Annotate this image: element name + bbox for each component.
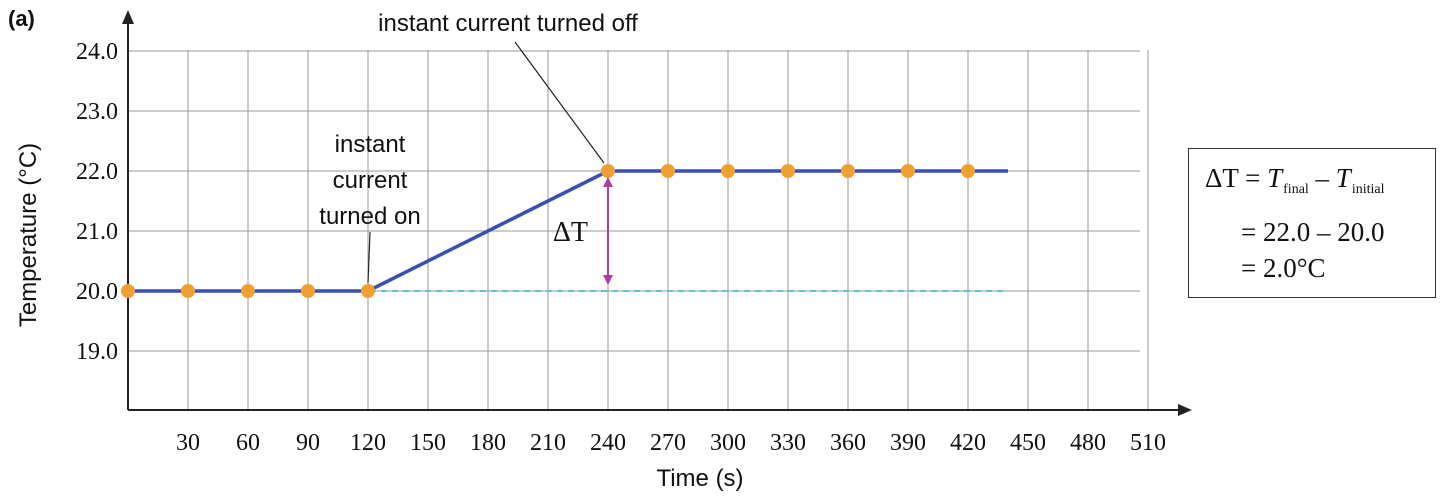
data-point [361,284,375,298]
data-point [901,164,915,178]
data-point [721,164,735,178]
y-axis-label: Temperature (°C) [15,143,42,327]
data-point [121,284,135,298]
data-point [601,164,615,178]
annotation-current-off-text: instant current turned off [378,10,638,37]
x-tick-label: 330 [770,430,806,456]
data-point [961,164,975,178]
delta-arrowhead-down [603,275,613,285]
y-tick-label: 21.0 [76,219,118,245]
x-tick-label: 180 [470,430,506,456]
x-tick-label: 360 [830,430,866,456]
x-tick-label: 210 [530,430,566,456]
formula-minus: – [1308,163,1336,193]
grid [128,50,1149,410]
x-axis-arrowhead [1178,404,1192,416]
data-point [781,164,795,178]
annotation-current-on-text: instant [335,131,406,158]
delta-arrowhead-up [603,177,613,187]
annotation-current-off-leader [514,41,605,164]
annotation-current-on-text: turned on [319,203,420,230]
axes: 30 60 90 120 150 180 210 240 270 300 330 360 390 420 4… [76,10,1192,456]
x-tick-label: 60 [236,430,260,456]
y-tick-label: 20.0 [76,279,118,305]
x-tick-label: 450 [1010,430,1046,456]
y-axis-arrowhead [122,10,134,24]
x-tick-label: 30 [176,430,200,456]
delta-t-arrow: ΔT [553,177,613,285]
series [121,164,1008,298]
x-tick-label: 150 [410,430,446,456]
formula-t-final: T [1267,163,1283,193]
formula-line-2: = 22.0 – 20.0 [1241,217,1385,247]
annotation-current-on-leader [367,231,371,284]
y-tick-label: 24.0 [76,39,118,65]
formula-line-1: ΔT = Tfinal – Tinitial [1205,163,1385,197]
x-tick-label: 420 [950,430,986,456]
y-tick-label: 23.0 [76,99,118,125]
formula-delta-t: ΔT [1205,163,1239,193]
data-point [661,164,675,178]
x-tick-label: 510 [1130,430,1166,456]
x-tick-label: 120 [350,430,386,456]
delta-t-label: ΔT [553,217,588,248]
annotation-current-on-text: current [333,167,408,194]
formula-equals: = [1238,163,1268,193]
panel-label: (a) [8,6,35,31]
data-point [181,284,195,298]
x-tick-label: 390 [890,430,926,456]
x-tick-label: 300 [710,430,746,456]
x-tick-label: 480 [1070,430,1106,456]
formula-sub-final: final [1283,182,1309,197]
formula-sub-initial: initial [1351,182,1385,197]
annotations: instant current turned on instant current t… [319,10,638,284]
data-point [241,284,255,298]
data-point [301,284,315,298]
x-tick-label: 270 [650,430,686,456]
data-point [841,164,855,178]
x-tick-label: 90 [296,430,320,456]
x-axis-label: Time (s) [656,465,743,492]
formula-t-initial: T [1335,163,1351,193]
delta-t-formula-box: ΔT = Tfinal – Tinitial = 22.0 – 20.0 = 2… [1188,148,1436,298]
x-tick-label: 240 [590,430,626,456]
y-tick-label: 19.0 [76,339,118,365]
y-tick-label: 22.0 [76,159,118,185]
formula-line-3: = 2.0°C [1241,253,1326,283]
